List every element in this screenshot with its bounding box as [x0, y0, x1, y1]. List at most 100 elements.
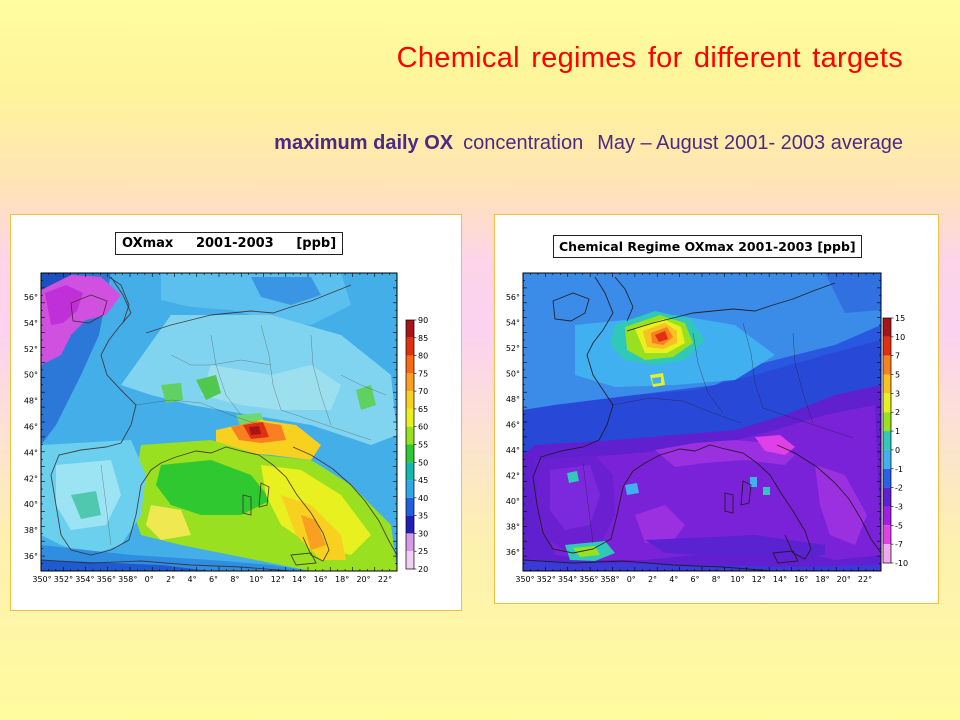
- lon-label: 354°: [558, 575, 577, 584]
- lon-label: 356°: [97, 575, 116, 584]
- oxmax-map-panel: 56° 54° 52° 50° 48° 46° 44° 42° 40° 38° …: [10, 214, 462, 611]
- lon-label: 4°: [188, 575, 197, 584]
- oxmax-lon-labels: 350° 352° 354° 356° 358° 0° 2° 4° 6° 8° …: [32, 575, 392, 584]
- lon-label: 16°: [314, 575, 328, 584]
- colorbar-label: 65: [418, 405, 428, 414]
- colorbar-swatch: [406, 320, 414, 338]
- lon-label: 12°: [271, 575, 285, 584]
- colorbar-label: 20: [418, 565, 428, 574]
- chemical-regime-map-svg: 56° 54° 52° 50° 48° 46° 44° 42° 40° 38° …: [506, 272, 908, 584]
- colorbar-label: 60: [418, 423, 428, 432]
- lat-label: 36°: [506, 548, 520, 557]
- colorbar-swatch: [406, 408, 414, 427]
- lat-label: 46°: [506, 421, 520, 430]
- oxmax-colorbar: [405, 319, 417, 570]
- lat-label: 40°: [506, 497, 520, 506]
- colorbar-label: 90: [418, 316, 428, 325]
- colorbar-label: -1: [895, 465, 903, 474]
- colorbar-swatch: [883, 374, 891, 394]
- colorbar-swatch: [406, 444, 414, 463]
- subtitle: maximum daily OX concentration May – Augus…: [0, 132, 903, 155]
- lon-label: 0°: [145, 575, 154, 584]
- lon-label: 10°: [730, 575, 744, 584]
- lat-label: 50°: [506, 370, 520, 379]
- chemical-regime-map-panel: 56° 54° 52° 50° 48° 46° 44° 42° 40° 38° …: [494, 214, 939, 604]
- lon-label: 10°: [249, 575, 263, 584]
- lon-label: 22°: [378, 575, 392, 584]
- lon-label: 356°: [579, 575, 598, 584]
- colorbar-swatch: [883, 449, 891, 469]
- lat-label: 36°: [24, 552, 38, 561]
- lon-label: 18°: [335, 575, 349, 584]
- colorbar-label: 55: [418, 441, 428, 450]
- colorbar-label: -5: [895, 521, 903, 530]
- lon-label: 18°: [815, 575, 829, 584]
- slide-title: Chemical regimes for different targets: [396, 42, 903, 74]
- lat-label: 56°: [506, 293, 520, 302]
- lat-label: 42°: [506, 472, 520, 481]
- colorbar-swatch: [406, 355, 414, 374]
- colorbar-label: 10: [895, 333, 905, 342]
- lon-label: 358°: [118, 575, 137, 584]
- lon-label: 350°: [515, 575, 534, 584]
- lon-label: 6°: [690, 575, 699, 584]
- colorbar-swatch: [406, 462, 414, 481]
- colorbar-label: 15: [895, 314, 905, 323]
- oxmax-map-title: OXmax 2001-2003 [ppb]: [115, 232, 343, 255]
- colorbar-swatch: [883, 412, 891, 432]
- lat-label: 42°: [24, 474, 38, 483]
- lat-label: 48°: [506, 395, 520, 404]
- colorbar-swatch: [406, 426, 414, 445]
- lon-label: 20°: [356, 575, 370, 584]
- oxmax-field: [41, 273, 397, 571]
- lat-label: 52°: [24, 345, 38, 354]
- colorbar-swatch: [406, 551, 414, 569]
- colorbar-swatch: [883, 487, 891, 507]
- colorbar-swatch: [406, 515, 414, 534]
- lon-label: 358°: [600, 575, 619, 584]
- lat-label: 38°: [506, 523, 520, 532]
- lon-label: 12°: [752, 575, 766, 584]
- colorbar-swatch: [883, 506, 891, 526]
- colorbar-swatch: [883, 318, 891, 337]
- chemical-regime-colorbar: [882, 317, 894, 564]
- lat-label: 54°: [24, 319, 38, 328]
- colorbar-label: 50: [418, 458, 428, 467]
- colorbar-label: 0: [895, 446, 900, 455]
- colorbar-label: 70: [418, 387, 428, 396]
- subtitle-concentration: concentration: [463, 132, 584, 154]
- colorbar-swatch: [406, 533, 414, 552]
- lat-label: 44°: [24, 448, 38, 457]
- chemical-regime-map-title: Chemical Regime OXmax 2001-2003 [ppb]: [553, 235, 862, 258]
- colorbar-swatch: [406, 337, 414, 356]
- colorbar-label: 35: [418, 512, 428, 521]
- oxmax-axis-ticks: [40, 272, 398, 572]
- colorbar-swatch: [406, 497, 414, 516]
- lon-label: 14°: [773, 575, 787, 584]
- colorbar-label: 5: [895, 371, 900, 380]
- lon-label: 352°: [54, 575, 73, 584]
- lat-label: 52°: [506, 344, 520, 353]
- colorbar-swatch: [883, 468, 891, 488]
- chemical-regime-field: [523, 273, 881, 571]
- lon-label: 20°: [837, 575, 851, 584]
- oxmax-lat-labels: 56° 54° 52° 50° 48° 46° 44° 42° 40° 38° …: [24, 293, 38, 561]
- colorbar-label: 3: [895, 389, 900, 398]
- colorbar-swatch: [883, 525, 891, 545]
- colorbar-swatch: [406, 480, 414, 498]
- lon-label: 2°: [166, 575, 175, 584]
- oxmax-map-svg: 56° 54° 52° 50° 48° 46° 44° 42° 40° 38° …: [24, 272, 428, 584]
- lat-label: 56°: [24, 293, 38, 302]
- colorbar-label: 85: [418, 334, 428, 343]
- lon-label: 352°: [537, 575, 556, 584]
- colorbar-label: -2: [895, 484, 903, 493]
- colorbar-swatch: [883, 431, 891, 450]
- lon-label: 6°: [209, 575, 218, 584]
- lat-label: 54°: [506, 319, 520, 328]
- lat-label: 46°: [24, 423, 38, 432]
- colorbar-label: 1: [895, 427, 900, 436]
- colorbar-swatch: [406, 373, 414, 392]
- lon-label: 350°: [32, 575, 51, 584]
- colorbar-label: -3: [895, 502, 903, 511]
- chemical-regime-lon-labels: 350° 352° 354° 356° 358° 0° 2° 4° 6° 8° …: [515, 575, 872, 584]
